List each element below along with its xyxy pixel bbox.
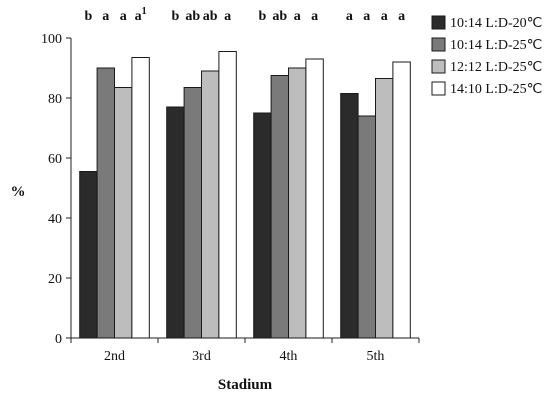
significance-label: a [363, 9, 370, 24]
significance-label: a [398, 9, 405, 24]
bar [392, 61, 411, 339]
y-tick-label: 60 [48, 152, 62, 167]
x-axis: 2nd 3rd 4th 5th [70, 337, 420, 364]
significance-label: b [85, 9, 93, 24]
legend-swatch [431, 59, 446, 74]
x-tick-label: 5th [367, 349, 385, 364]
significance-label: ab [203, 9, 218, 24]
legend-label: 12:12 L:D-25℃ [450, 60, 542, 75]
y-tick-label: 80 [48, 92, 62, 107]
significance-labels: b a a a1 b ab ab a b ab a a a a a a [85, 6, 406, 24]
significance-label: b [259, 9, 267, 24]
legend-label: 10:14 L:D-20℃ [450, 16, 542, 31]
significance-label: b [172, 9, 180, 24]
significance-label: ab [272, 9, 287, 24]
legend-label: 10:14 L:D-25℃ [450, 38, 542, 53]
significance-label: a [120, 9, 127, 24]
significance-label: a [102, 9, 109, 24]
bar [114, 87, 133, 339]
bar [218, 51, 237, 339]
y-tick-label: 20 [48, 272, 62, 287]
bar [357, 115, 377, 339]
x-tick-label: 4th [280, 349, 298, 364]
y-axis: 0 20 40 60 80 100 [41, 32, 72, 347]
legend-swatch [431, 37, 446, 52]
bar [96, 67, 115, 339]
bar [340, 93, 359, 339]
y-tick-label: 40 [48, 212, 62, 227]
legend-label: 14:10 L:D-25℃ [450, 82, 542, 97]
significance-label: a1 [135, 6, 147, 24]
significance-label: a [346, 9, 353, 24]
y-axis-title: % [11, 184, 26, 200]
bar [183, 87, 203, 339]
y-tick-label: 0 [55, 332, 62, 347]
bar [305, 58, 324, 339]
significance-label: a [294, 9, 301, 24]
significance-label: a [381, 9, 388, 24]
significance-label: a [311, 9, 318, 24]
bar [166, 106, 185, 339]
bar [288, 67, 307, 339]
legend-swatch [431, 15, 446, 30]
bar [79, 171, 98, 339]
bar [270, 75, 290, 339]
x-axis-title: Stadium [218, 377, 273, 393]
bars [79, 51, 411, 339]
bar [253, 112, 272, 339]
x-tick-label: 2nd [104, 349, 125, 364]
y-tick-label: 100 [41, 32, 62, 47]
legend-swatch [431, 81, 446, 96]
bar [375, 78, 394, 339]
significance-label: ab [185, 9, 200, 24]
bar [201, 70, 220, 339]
x-tick-label: 3rd [192, 349, 211, 364]
significance-label: a [224, 9, 231, 24]
legend: 10:14 L:D-20℃ 10:14 L:D-25℃ 12:12 L:D-25℃ 1… [431, 15, 542, 97]
bar [131, 57, 150, 339]
